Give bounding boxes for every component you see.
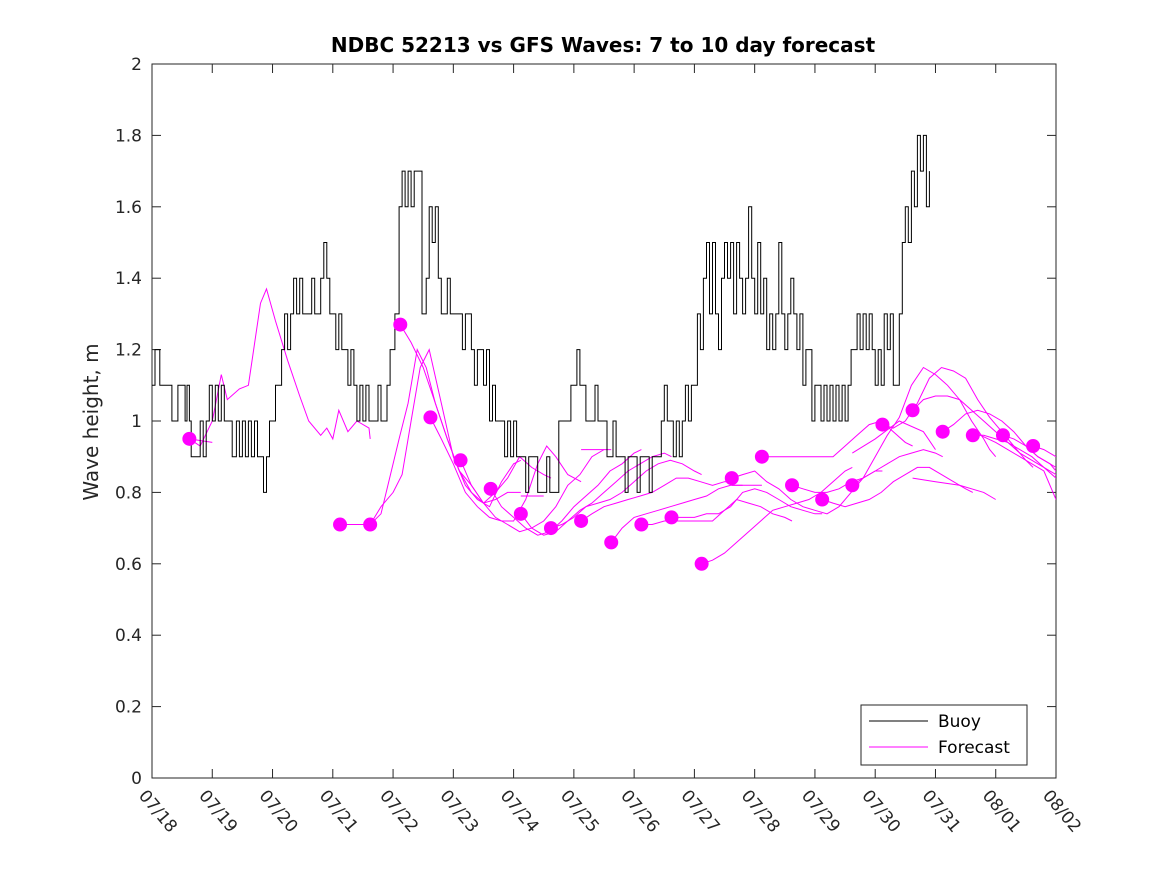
y-tick-label: 0.6 [115,555,142,575]
forecast-marker [845,478,860,493]
y-tick-label: 0 [131,769,142,789]
chart-title: NDBC 52213 vs GFS Waves: 7 to 10 day for… [331,33,876,57]
forecast-marker [604,535,619,550]
forecast-marker [905,403,920,418]
forecast-line-13 [701,466,853,565]
forecast-line-31 [912,477,996,500]
forecast-line-4 [429,417,582,522]
buoy-line [152,134,930,493]
forecast-line-14 [731,470,883,515]
forecast-marker [875,417,890,432]
y-tick-label: 1 [131,412,142,432]
forecast-marker [543,521,558,536]
forecast-line-20 [912,395,1056,476]
forecast-marker [634,517,649,532]
y-tick-label: 0.2 [115,698,142,718]
y-tick-label: 2 [131,55,142,75]
forecast-marker [483,481,498,496]
y-axis-label: Wave height, m [79,343,103,500]
forecast-line-5 [460,449,612,533]
legend-box [860,704,1028,766]
forecast-line-12 [671,488,823,518]
forecast-line-29 [852,420,936,454]
y-tick-label: 0.8 [115,483,142,503]
forecast-line-9 [580,477,732,522]
forecast-marker [1026,438,1041,453]
forecast-line-7 [520,452,672,536]
forecast-line-0 [189,287,371,447]
forecast-marker [363,517,378,532]
forecast-marker [724,471,739,486]
legend: Buoy Forecast [860,704,1028,766]
forecast-marker [935,424,950,439]
forecast-line-1 [340,348,522,525]
y-tick-label: 0.4 [115,626,142,646]
forecast-marker [333,517,348,532]
forecast-marker [815,492,830,507]
forecast-line-16 [791,449,943,493]
legend-buoy-label: Buoy [938,712,981,732]
forecast-marker [694,556,709,571]
forecast-marker [965,428,980,443]
y-tick-label: 1.6 [115,198,142,218]
legend-forecast-label: Forecast [938,738,1010,758]
y-tick-label: 1.2 [115,341,142,361]
forecast-line-6 [490,449,642,536]
forecast-marker [785,478,800,493]
forecast-marker [754,449,769,464]
forecast-marker [453,453,468,468]
forecast-line-17 [822,466,974,508]
forecast-line-30 [972,431,1056,500]
forecast-marker [423,410,438,425]
y-tick-label: 1.8 [115,126,142,146]
forecast-marker [664,510,679,525]
forecast-marker [182,431,197,446]
forecast-marker [393,317,408,332]
forecast-marker [995,428,1010,443]
forecast-marker [513,506,528,521]
series-group [152,134,1056,571]
forecast-line-3 [399,324,552,504]
forecast-marker [574,513,589,528]
forecast-line-22 [972,434,1056,479]
forecast-line-19 [882,366,1034,468]
y-tick-label: 1.4 [115,269,142,289]
